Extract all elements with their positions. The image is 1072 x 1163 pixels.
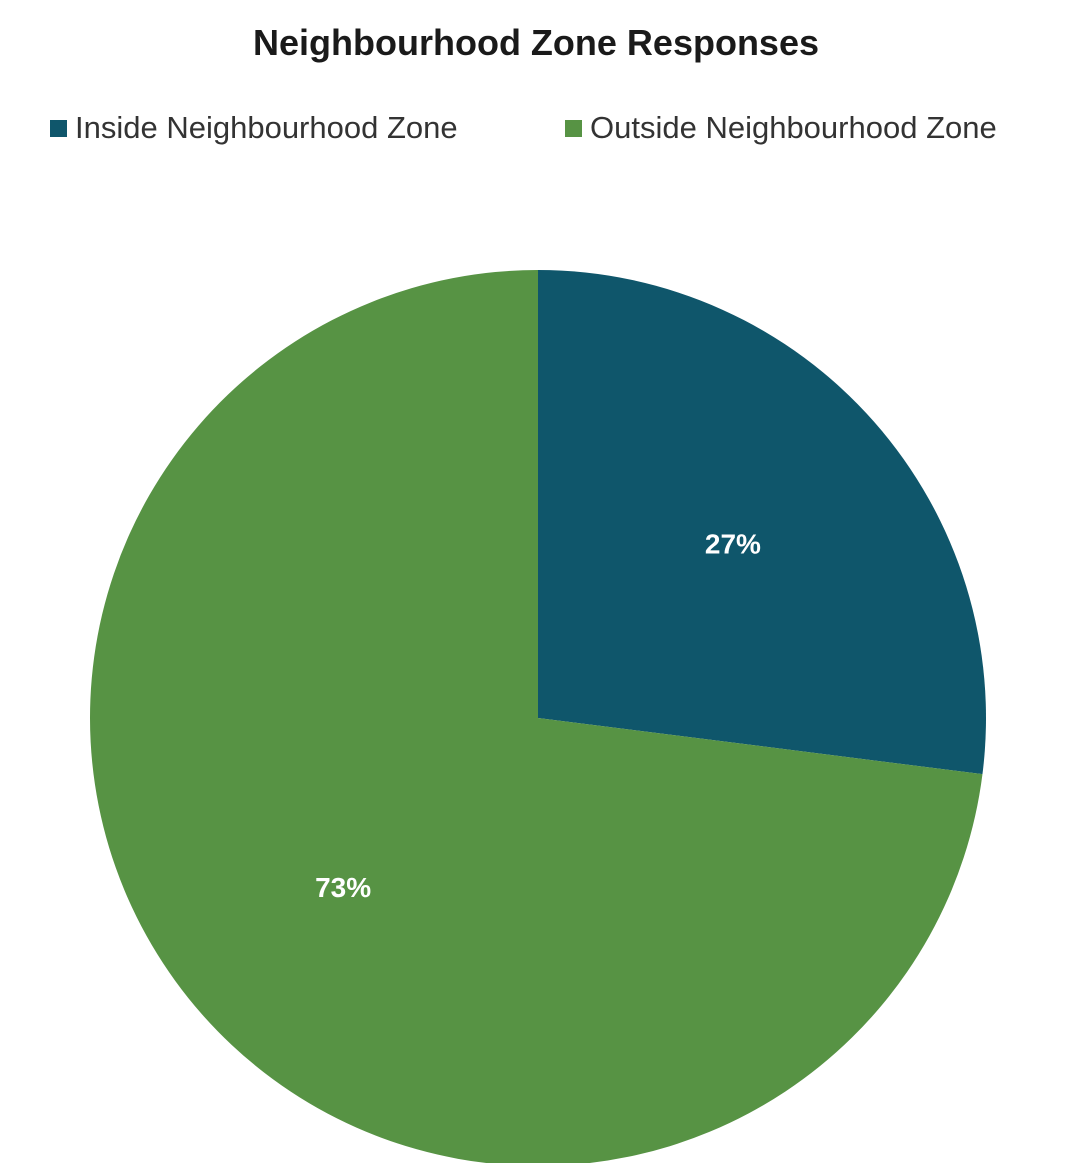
legend-swatch-outside [565, 119, 582, 137]
legend-label-outside: Outside Neighbourhood Zone [590, 110, 997, 145]
legend-item-inside: Inside Neighbourhood Zone [50, 110, 458, 146]
data-label-inside: 27% [705, 529, 761, 560]
data-label-outside: 73% [315, 872, 371, 903]
chart-title: Neighbourhood Zone Responses [252, 22, 819, 63]
legend-label-inside: Inside Neighbourhood Zone [75, 110, 458, 145]
slice-outside [90, 270, 983, 1163]
legend: Inside Neighbourhood Zone Outside Neighb… [0, 110, 1072, 154]
legend-swatch-inside [50, 119, 67, 137]
slice-inside [538, 270, 987, 775]
legend-item-outside: Outside Neighbourhood Zone [565, 110, 997, 146]
